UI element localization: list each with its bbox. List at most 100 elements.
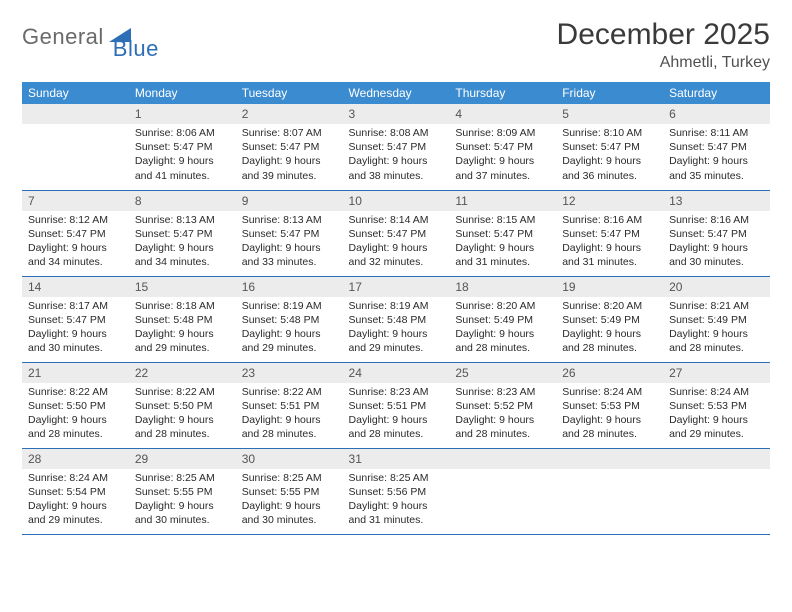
- cell-line: Sunset: 5:47 PM: [28, 313, 123, 327]
- day-header: Wednesday: [343, 82, 450, 104]
- cell-line: Daylight: 9 hours: [242, 241, 337, 255]
- cell-line: Daylight: 9 hours: [455, 241, 550, 255]
- cell-line: Daylight: 9 hours: [562, 241, 657, 255]
- cell-line: Daylight: 9 hours: [455, 327, 550, 341]
- cell-line: Sunrise: 8:09 AM: [455, 126, 550, 140]
- calendar-cell: 14Sunrise: 8:17 AMSunset: 5:47 PMDayligh…: [22, 276, 129, 362]
- cell-line: Sunset: 5:47 PM: [28, 227, 123, 241]
- cell-line: Daylight: 9 hours: [242, 499, 337, 513]
- cell-body: Sunrise: 8:11 AMSunset: 5:47 PMDaylight:…: [663, 124, 770, 187]
- cell-line: Sunrise: 8:08 AM: [349, 126, 444, 140]
- cell-body: Sunrise: 8:21 AMSunset: 5:49 PMDaylight:…: [663, 297, 770, 360]
- cell-line: and 31 minutes.: [562, 255, 657, 269]
- cell-line: Sunset: 5:47 PM: [349, 227, 444, 241]
- calendar-week-row: 1Sunrise: 8:06 AMSunset: 5:47 PMDaylight…: [22, 104, 770, 190]
- logo: General Blue: [22, 18, 179, 50]
- cell-line: Sunrise: 8:15 AM: [455, 213, 550, 227]
- cell-line: and 28 minutes.: [669, 341, 764, 355]
- cell-line: Sunset: 5:49 PM: [562, 313, 657, 327]
- cell-line: Sunrise: 8:13 AM: [135, 213, 230, 227]
- cell-line: Daylight: 9 hours: [242, 154, 337, 168]
- calendar-cell: 18Sunrise: 8:20 AMSunset: 5:49 PMDayligh…: [449, 276, 556, 362]
- cell-body: Sunrise: 8:25 AMSunset: 5:56 PMDaylight:…: [343, 469, 450, 532]
- day-number: 29: [129, 449, 236, 469]
- cell-body: Sunrise: 8:22 AMSunset: 5:50 PMDaylight:…: [129, 383, 236, 446]
- cell-line: and 36 minutes.: [562, 169, 657, 183]
- day-number: 25: [449, 363, 556, 383]
- calendar-cell: 15Sunrise: 8:18 AMSunset: 5:48 PMDayligh…: [129, 276, 236, 362]
- cell-line: Sunrise: 8:25 AM: [135, 471, 230, 485]
- cell-line: Sunset: 5:52 PM: [455, 399, 550, 413]
- calendar-cell: 10Sunrise: 8:14 AMSunset: 5:47 PMDayligh…: [343, 190, 450, 276]
- cell-line: and 38 minutes.: [349, 169, 444, 183]
- cell-line: and 31 minutes.: [455, 255, 550, 269]
- day-number: 21: [22, 363, 129, 383]
- cell-line: Sunrise: 8:20 AM: [455, 299, 550, 313]
- day-number: 14: [22, 277, 129, 297]
- cell-line: Sunset: 5:47 PM: [669, 140, 764, 154]
- cell-line: Sunrise: 8:22 AM: [28, 385, 123, 399]
- cell-line: Sunset: 5:48 PM: [349, 313, 444, 327]
- cell-line: and 34 minutes.: [28, 255, 123, 269]
- cell-line: Sunrise: 8:19 AM: [349, 299, 444, 313]
- day-number: 11: [449, 191, 556, 211]
- calendar-cell: [556, 448, 663, 534]
- cell-line: and 29 minutes.: [242, 341, 337, 355]
- day-header: Saturday: [663, 82, 770, 104]
- cell-line: and 28 minutes.: [135, 427, 230, 441]
- cell-line: Sunrise: 8:06 AM: [135, 126, 230, 140]
- day-number: 9: [236, 191, 343, 211]
- calendar-cell: 20Sunrise: 8:21 AMSunset: 5:49 PMDayligh…: [663, 276, 770, 362]
- calendar-week-row: 28Sunrise: 8:24 AMSunset: 5:54 PMDayligh…: [22, 448, 770, 534]
- cell-line: and 30 minutes.: [135, 513, 230, 527]
- cell-line: and 30 minutes.: [242, 513, 337, 527]
- day-number: 10: [343, 191, 450, 211]
- cell-line: Sunset: 5:55 PM: [242, 485, 337, 499]
- cell-line: Sunset: 5:47 PM: [455, 227, 550, 241]
- day-number: 19: [556, 277, 663, 297]
- calendar-cell: 24Sunrise: 8:23 AMSunset: 5:51 PMDayligh…: [343, 362, 450, 448]
- cell-line: Sunrise: 8:25 AM: [349, 471, 444, 485]
- day-number: 27: [663, 363, 770, 383]
- day-header-row: SundayMondayTuesdayWednesdayThursdayFrid…: [22, 82, 770, 104]
- cell-line: Sunrise: 8:12 AM: [28, 213, 123, 227]
- day-number: 28: [22, 449, 129, 469]
- location-label: Ahmetli, Turkey: [557, 54, 770, 72]
- day-number: 22: [129, 363, 236, 383]
- cell-line: Sunrise: 8:16 AM: [562, 213, 657, 227]
- cell-line: Sunrise: 8:24 AM: [562, 385, 657, 399]
- cell-body: Sunrise: 8:25 AMSunset: 5:55 PMDaylight:…: [129, 469, 236, 532]
- day-number: 12: [556, 191, 663, 211]
- cell-line: Sunrise: 8:22 AM: [135, 385, 230, 399]
- cell-body: Sunrise: 8:22 AMSunset: 5:50 PMDaylight:…: [22, 383, 129, 446]
- calendar-cell: 3Sunrise: 8:08 AMSunset: 5:47 PMDaylight…: [343, 104, 450, 190]
- cell-line: and 41 minutes.: [135, 169, 230, 183]
- cell-line: Sunset: 5:47 PM: [135, 140, 230, 154]
- cell-line: Sunrise: 8:24 AM: [669, 385, 764, 399]
- cell-line: Daylight: 9 hours: [562, 327, 657, 341]
- cell-line: Sunset: 5:53 PM: [669, 399, 764, 413]
- cell-line: Sunrise: 8:21 AM: [669, 299, 764, 313]
- cell-line: and 28 minutes.: [349, 427, 444, 441]
- day-number: 17: [343, 277, 450, 297]
- calendar-week-row: 14Sunrise: 8:17 AMSunset: 5:47 PMDayligh…: [22, 276, 770, 362]
- cell-line: Sunset: 5:49 PM: [669, 313, 764, 327]
- day-number: 16: [236, 277, 343, 297]
- cell-line: Sunrise: 8:10 AM: [562, 126, 657, 140]
- cell-line: Sunset: 5:50 PM: [135, 399, 230, 413]
- cell-body: Sunrise: 8:19 AMSunset: 5:48 PMDaylight:…: [236, 297, 343, 360]
- cell-line: and 28 minutes.: [562, 427, 657, 441]
- calendar-cell: 22Sunrise: 8:22 AMSunset: 5:50 PMDayligh…: [129, 362, 236, 448]
- day-number: 13: [663, 191, 770, 211]
- cell-line: Sunrise: 8:20 AM: [562, 299, 657, 313]
- cell-body: Sunrise: 8:20 AMSunset: 5:49 PMDaylight:…: [556, 297, 663, 360]
- calendar-cell: [663, 448, 770, 534]
- cell-line: and 28 minutes.: [28, 427, 123, 441]
- cell-line: Sunset: 5:48 PM: [135, 313, 230, 327]
- cell-line: Daylight: 9 hours: [349, 327, 444, 341]
- cell-body: Sunrise: 8:18 AMSunset: 5:48 PMDaylight:…: [129, 297, 236, 360]
- calendar-cell: [22, 104, 129, 190]
- cell-line: Daylight: 9 hours: [562, 154, 657, 168]
- calendar-week-row: 21Sunrise: 8:22 AMSunset: 5:50 PMDayligh…: [22, 362, 770, 448]
- cell-body: Sunrise: 8:15 AMSunset: 5:47 PMDaylight:…: [449, 211, 556, 274]
